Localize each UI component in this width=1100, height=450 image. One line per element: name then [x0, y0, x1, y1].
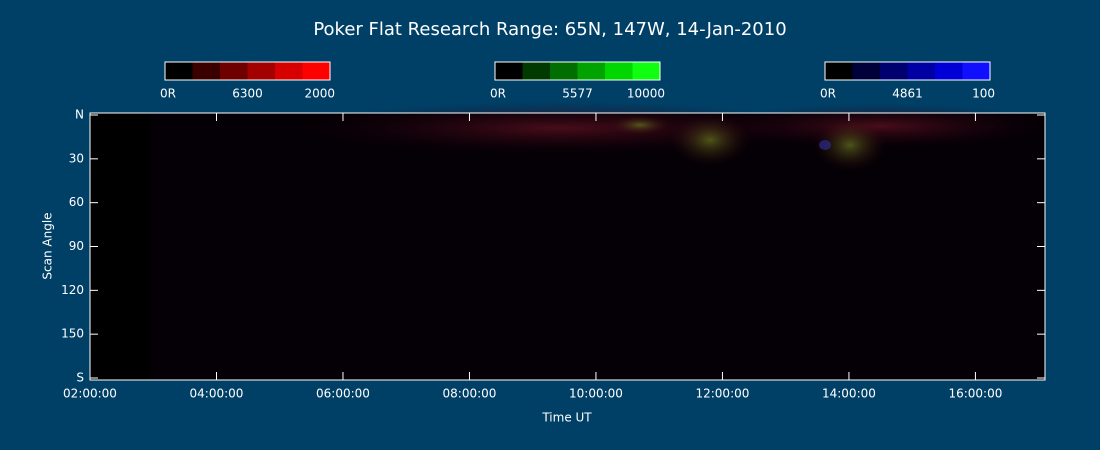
colorbar-swatch — [495, 62, 523, 80]
y-tick-label: 30 — [69, 151, 84, 165]
x-tick-label: 04:00:00 — [190, 387, 244, 401]
x-tick-label: 16:00:00 — [948, 387, 1002, 401]
x-tick-label: 08:00:00 — [443, 387, 497, 401]
y-axis-label: Scan Angle — [41, 212, 55, 279]
colorbar-swatch — [907, 62, 936, 80]
x-tick-label: 02:00:00 — [63, 387, 117, 401]
y-tick-label: 150 — [61, 327, 84, 341]
colorbar-swatch — [302, 62, 331, 80]
colorbar-name: 6300 — [232, 87, 263, 101]
colorbar-swatch — [165, 62, 193, 80]
colorbar-min-label: 0R — [490, 87, 506, 101]
y-tick-label: 120 — [61, 283, 84, 297]
colorbar-name: 4861 — [892, 87, 923, 101]
colorbar-swatch — [962, 62, 991, 80]
colorbar-frame — [824, 61, 991, 81]
colorbar-max-label: 100 — [972, 87, 995, 101]
colorbar-swatch — [852, 62, 881, 80]
y-tick-label: N — [75, 108, 84, 122]
x-tick-label: 06:00:00 — [316, 387, 370, 401]
colorbar-swatch — [275, 62, 303, 80]
chart-title: Poker Flat Research Range: 65N, 147W, 14… — [313, 19, 786, 40]
colorbar-min-label: 0R — [160, 87, 176, 101]
colorbar-frame — [494, 61, 661, 81]
y-tick-label: 60 — [69, 195, 84, 209]
colorbar-swatch — [522, 62, 551, 80]
colorbar-swatch — [632, 62, 661, 80]
colorbar-name: 5577 — [562, 87, 593, 101]
colorbar-max-label: 10000 — [627, 87, 665, 101]
colorbar-frame — [164, 61, 331, 81]
colorbar-swatch — [577, 62, 606, 80]
colorbar-swatch — [825, 62, 853, 80]
colorbar-swatch — [880, 62, 908, 80]
colorbar-swatch — [550, 62, 578, 80]
x-tick-label: 10:00:00 — [569, 387, 623, 401]
colorbar-swatch — [935, 62, 963, 80]
keogram-image — [90, 102, 1050, 380]
x-tick-label: 14:00:00 — [822, 387, 876, 401]
colorbar-min-label: 0R — [820, 87, 836, 101]
x-tick-label: 12:00:00 — [695, 387, 749, 401]
colorbar-swatch — [605, 62, 633, 80]
y-tick-label: S — [76, 371, 84, 385]
colorbar-swatch — [247, 62, 276, 80]
colorbar-max-label: 2000 — [304, 87, 335, 101]
x-axis-label: Time UT — [541, 411, 592, 425]
colorbar-swatch — [192, 62, 221, 80]
colorbar-swatch — [220, 62, 248, 80]
y-tick-label: 90 — [69, 239, 84, 253]
